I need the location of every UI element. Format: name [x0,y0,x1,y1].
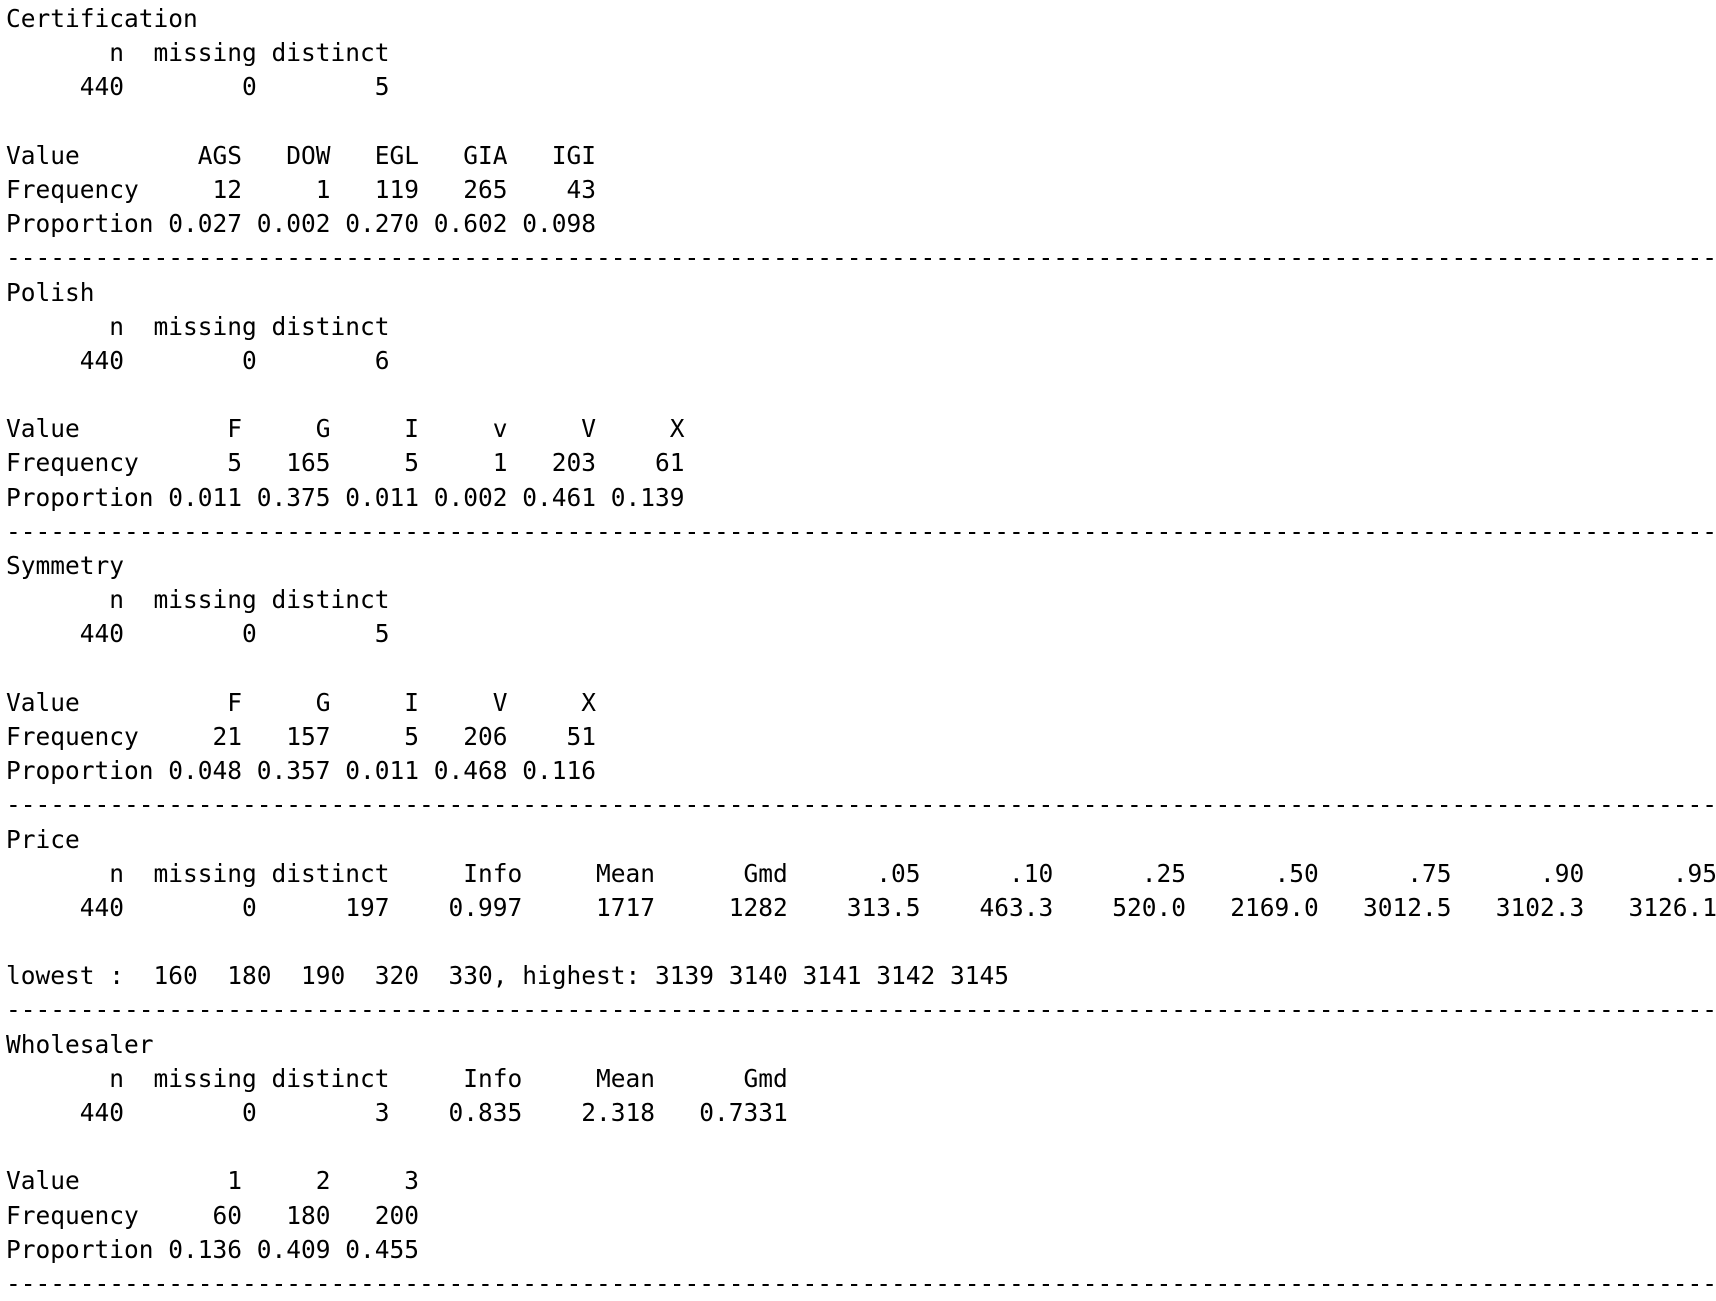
summary-value-row: 440 0 3 0.835 2.318 0.7331 [6,1098,788,1127]
variable-header-polish: Polish [6,277,95,307]
value-row: Value F G I V X [6,687,597,717]
blank-line [6,1130,1716,1164]
console-output: Certification n missing distinct 440 0 5… [6,2,1716,1301]
divider-line: ----------------------------------------… [6,516,1716,546]
summary-header-row: n missing distinct [6,311,390,341]
blank-line [6,652,1716,686]
frequency-row: Frequency 21 157 5 206 51 [6,721,597,751]
divider-line: ----------------------------------------… [6,243,1716,273]
summary-header-row: n missing distinct Info Mean Gmd [6,1063,788,1093]
blank-line [6,105,1716,139]
frequency-row: Frequency 60 180 200 [6,1200,420,1230]
divider-line: ----------------------------------------… [6,1268,1716,1298]
summary-header-row: n missing distinct [6,38,390,68]
summary-header-row: n missing distinct Info Mean Gmd .05 .10… [6,858,1716,888]
divider-line: ----------------------------------------… [6,790,1716,820]
variable-header-wholesaler: Wholesaler [6,1029,154,1059]
frequency-row: Frequency 5 165 5 1 203 61 [6,448,685,478]
variable-header-price: Price [6,824,80,854]
proportion-row: Proportion 0.136 0.409 0.455 [6,1234,420,1264]
blank-line [6,925,1716,959]
blank-line [6,378,1716,412]
summary-value-row: 440 0 197 0.997 1717 1282 313.5 463.3 52… [6,892,1716,922]
frequency-row: Frequency 12 1 119 265 43 [6,174,597,204]
summary-value-row: 440 0 6 [6,345,390,375]
variable-header-certification: Certification [6,4,198,33]
summary-value-row: 440 0 5 [6,72,390,102]
summary-header-row: n missing distinct [6,585,390,615]
proportion-row: Proportion 0.048 0.357 0.011 0.468 0.116 [6,756,597,786]
proportion-row: Proportion 0.027 0.002 0.270 0.602 0.098 [6,209,597,239]
summary-value-row: 440 0 5 [6,619,390,649]
value-row: Value 1 2 3 [6,1166,420,1196]
variable-header-symmetry: Symmetry [6,551,125,580]
extremes-row: lowest : 160 180 190 320 330, highest: 3… [6,961,1010,991]
divider-line: ----------------------------------------… [6,995,1716,1025]
value-row: Value F G I v V X [6,414,685,444]
value-row: Value AGS DOW EGL GIA IGI [6,140,597,170]
proportion-row: Proportion 0.011 0.375 0.011 0.002 0.461… [6,482,685,512]
